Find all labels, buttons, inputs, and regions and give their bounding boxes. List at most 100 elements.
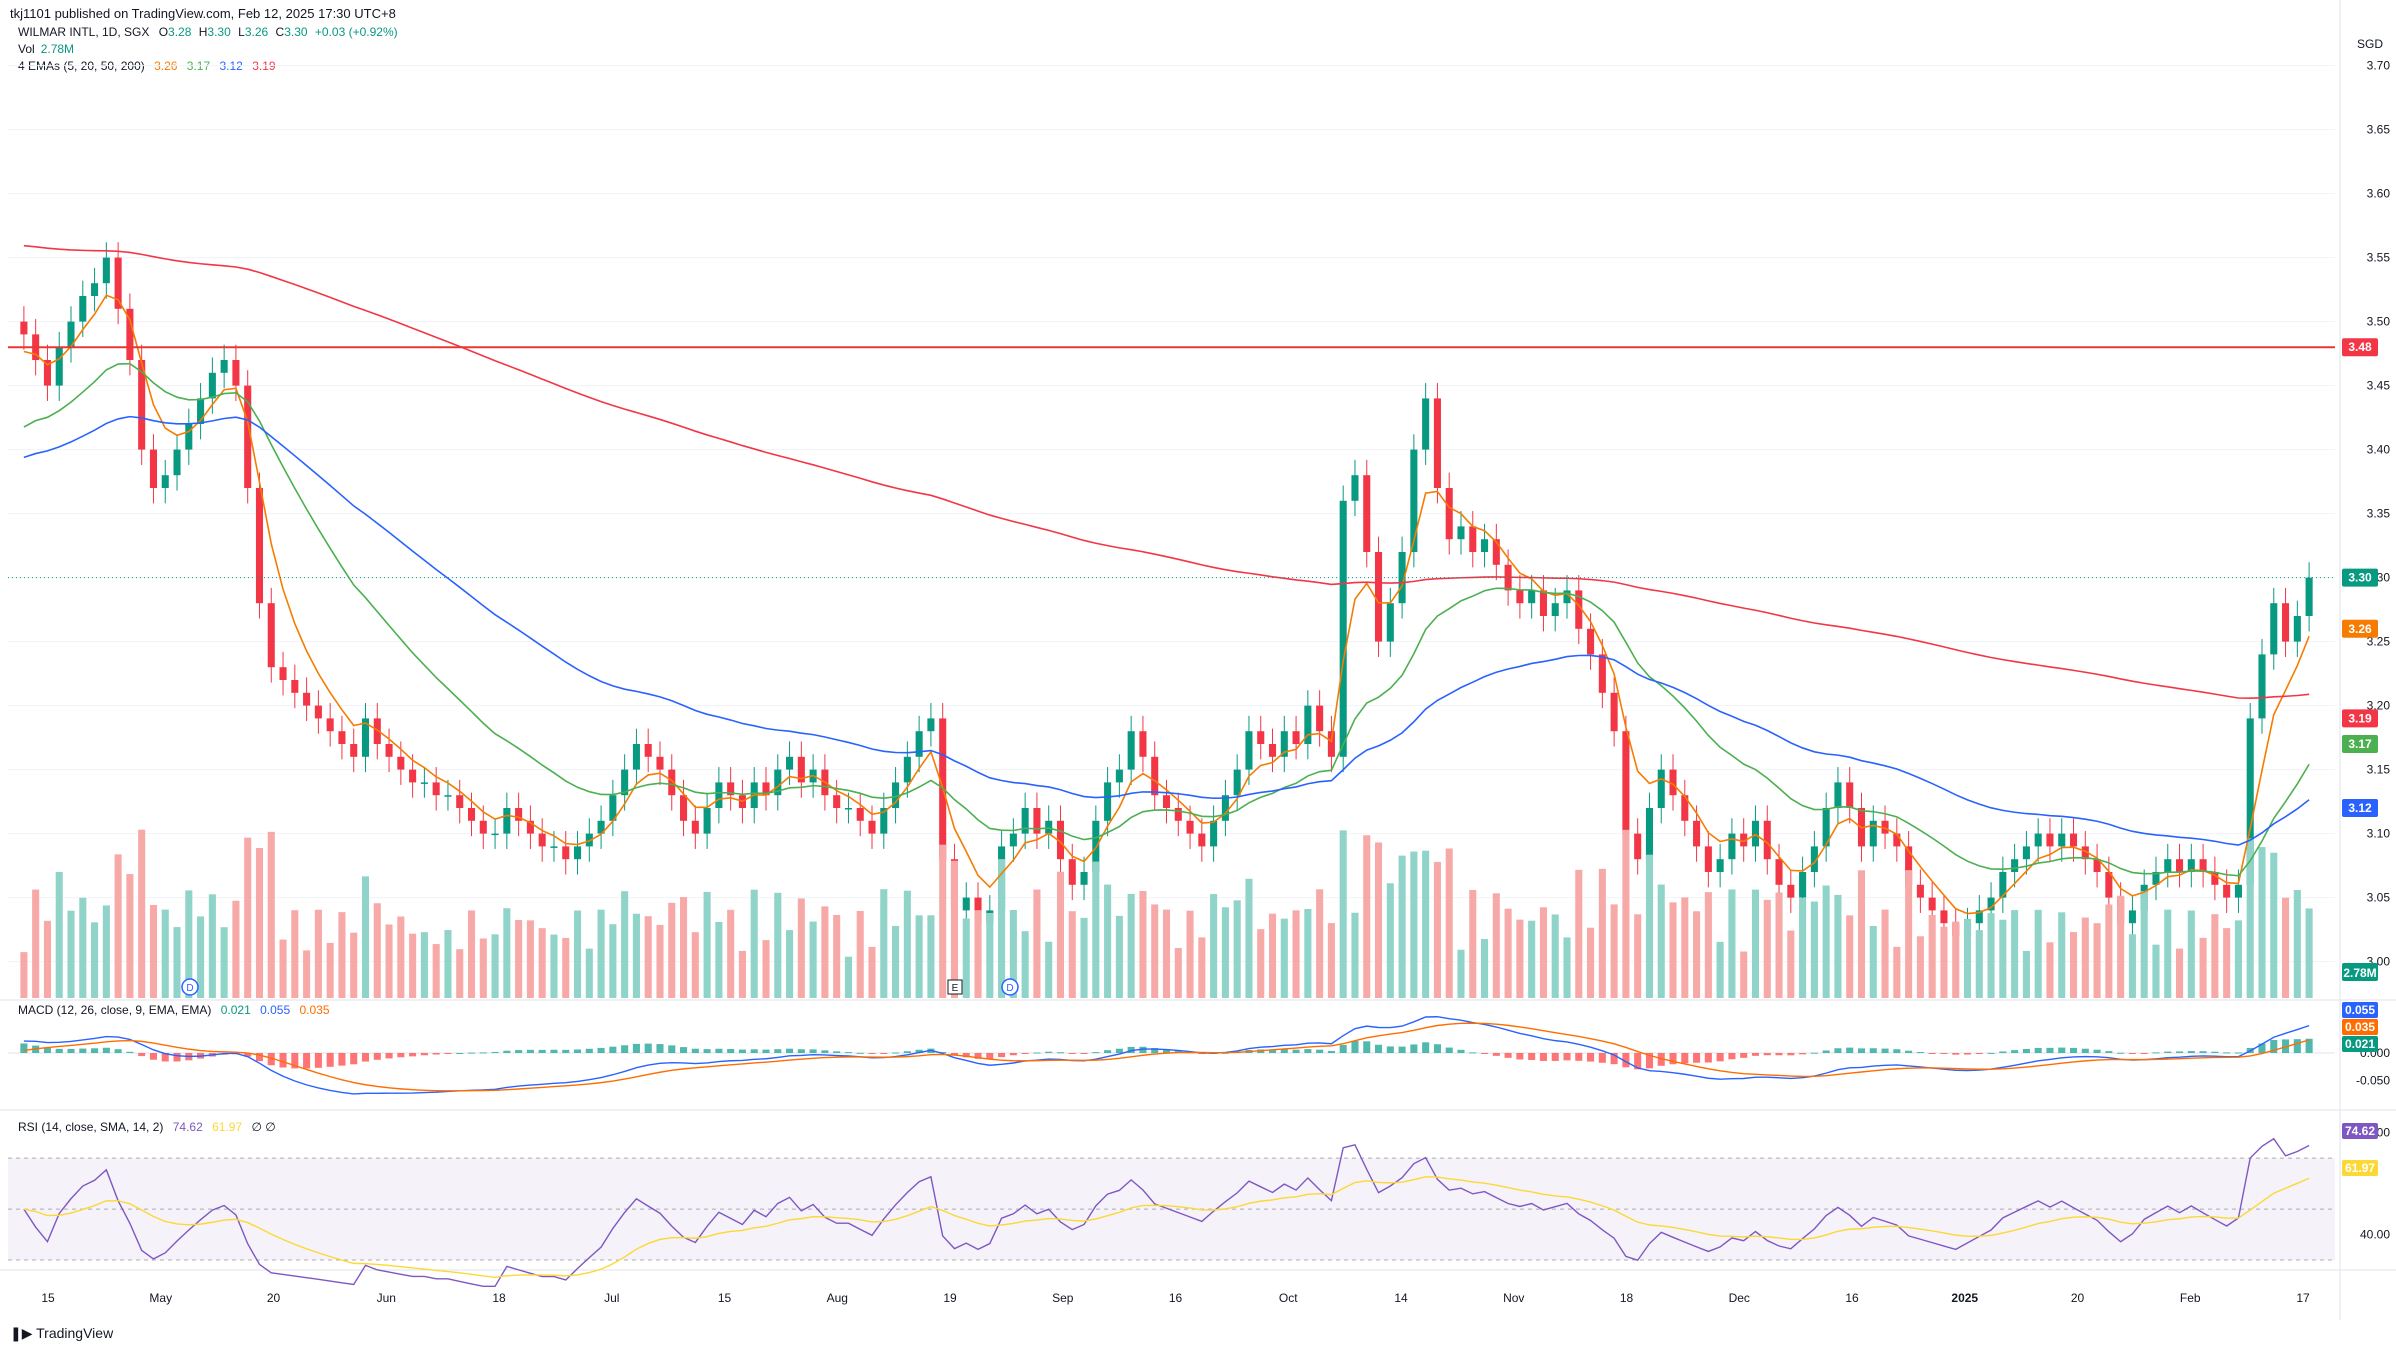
candle-up [161,475,169,488]
macd-histogram-bar [2128,1053,2136,1054]
candle-up [621,769,629,796]
candle-down [2223,884,2231,898]
macd-histogram-bar [833,1051,841,1053]
volume-bar [432,944,440,998]
price-tag-label: 3.12 [2348,801,2372,815]
macd-histogram-bar [1045,1051,1053,1053]
volume-bar [1422,850,1430,998]
volume-legend: Vol 2.78M [18,42,75,56]
volume-bar [79,897,87,998]
volume-bar [1622,829,1630,998]
volume-bar [738,950,746,998]
macd-histogram-bar [1975,1053,1983,1054]
volume-bar [1469,889,1477,998]
volume-bar [1834,894,1842,998]
volume-bar [2152,944,2160,998]
macd-histogram-bar [1339,1044,1347,1053]
candle-up [2022,846,2030,860]
time-tick-label: Jul [604,1291,619,1305]
macd-histogram-bar [2164,1051,2172,1053]
candle-up [786,756,794,770]
volume-bar [892,925,900,998]
volume-bar [632,913,640,998]
volume-bar [1716,941,1724,998]
macd-histogram-bar [1669,1053,1677,1065]
volume-bar [821,906,829,998]
macd-histogram-bar [915,1049,923,1053]
volume-bar [1151,904,1159,998]
time-tick-label: 15 [41,1291,55,1305]
macd-histogram-bar [809,1049,817,1053]
volume-bar [1952,921,1960,998]
macd-histogram-bar [974,1053,982,1059]
candle-up [573,846,582,860]
candle-down [1174,808,1182,821]
candle-up [597,820,605,834]
macd-histogram-bar [1268,1049,1277,1053]
volume-tag [2342,963,2378,981]
macd-histogram-bar [1693,1053,1701,1063]
volume-bar [1645,854,1653,998]
candle-up [420,782,428,784]
macd-tag [2342,1002,2378,1018]
macd-histogram-bar [1080,1053,1088,1054]
volume-bar [1975,930,1983,998]
candle-down [1539,590,1547,616]
macd-histogram-bar [1881,1048,1889,1053]
macd-histogram-bar [1092,1052,1100,1054]
volume-bar [644,916,652,998]
price-tick-label: 3.20 [2367,699,2391,713]
volume-bar [1339,830,1347,998]
macd-histogram-bar [1316,1049,1324,1053]
ema50-line [23,415,2310,846]
candle-down [1469,526,1477,552]
volume-bar [1374,842,1383,998]
volume-bar [974,910,982,998]
macd-histogram-bar [550,1049,558,1053]
time-tick-label: 18 [1620,1291,1634,1305]
candle-down [126,308,134,360]
macd-histogram-bar [950,1053,959,1056]
volume-bar [1775,892,1783,998]
volume-bar [844,956,852,998]
candle-up [2011,859,2019,872]
macd-histogram-bar [1492,1053,1500,1056]
volume-bar [232,900,240,998]
candle-down [232,360,240,386]
candle-down [385,744,393,757]
volume-bar [255,848,264,998]
macd-histogram-bar [797,1049,805,1053]
macd-histogram-bar [2069,1047,2078,1053]
macd-histogram-bar [573,1049,582,1053]
volume-bar [715,921,723,998]
candle-down [1587,628,1595,655]
macd-histogram-bar [173,1053,181,1062]
volume-bar [1528,920,1536,998]
volume-bar [279,939,287,998]
price-tag [2342,709,2378,728]
macd-histogram-bar [621,1045,629,1053]
candle-up [220,360,228,373]
candle-down [1775,859,1783,885]
candle-down [2199,859,2207,872]
volume-bar [385,924,393,998]
macd-histogram-bar [962,1053,970,1058]
candle-down [1693,820,1701,847]
candle-down [1033,808,1041,834]
macd-tag [2342,1019,2378,1035]
macd-histogram-bar [326,1053,334,1067]
volume-bar [350,932,358,998]
volume-bar [703,891,711,998]
macd-histogram-bar [1622,1053,1630,1068]
volume-bar [786,930,794,998]
macd-histogram-bar [1905,1050,1913,1053]
candle-down [303,692,311,706]
volume-bar [20,952,28,998]
candle-up [715,782,723,808]
ohlc-values: O3.28 H3.30 L3.26 C3.30 +0.03 (+0.92%) [158,25,398,39]
candle-up [609,795,617,821]
macd-histogram-bar [149,1053,157,1060]
macd-histogram-bar [515,1050,523,1053]
macd-histogram-bar [20,1043,28,1053]
